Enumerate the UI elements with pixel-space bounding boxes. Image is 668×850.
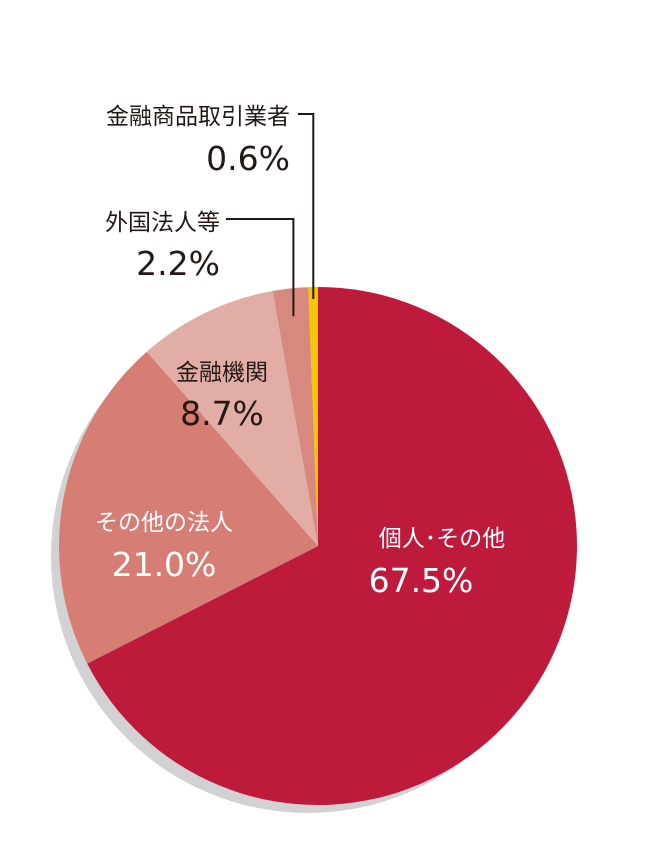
slice-label-kinyu-kikan: 金融機関 — [176, 360, 268, 386]
pie-slice-sonota-hojin — [59, 351, 318, 664]
pie-slice-kinyu-shohin — [308, 287, 318, 546]
slice-value-sonota-hojin: 21.0% — [112, 545, 217, 584]
slice-value-kinyu-shohin: 0.6% — [206, 139, 290, 178]
slice-value-kojin: 67.5% — [369, 561, 474, 600]
slice-label-sonota-hojin: その他の法人 — [95, 510, 233, 536]
pie-slice-kojin — [87, 287, 578, 805]
leader-line-gaikoku-hojin — [226, 218, 295, 317]
slice-label-kojin: 個人･その他 — [379, 526, 506, 552]
leader-line-kinyu-shohin — [298, 113, 315, 299]
slice-label-gaikoku-hojin: 外国法人等 — [105, 210, 220, 236]
slice-value-gaikoku-hojin: 2.2% — [136, 244, 220, 283]
slice-label-kinyu-shohin: 金融商品取引業者 — [106, 104, 290, 130]
leader-lines — [226, 113, 315, 317]
pie-slice-gaikoku-hojin — [272, 287, 318, 546]
slice-value-kinyu-kikan: 8.7% — [180, 394, 264, 433]
pie-slice-kinyu-kikan — [146, 291, 318, 546]
pie-slices — [59, 287, 578, 805]
